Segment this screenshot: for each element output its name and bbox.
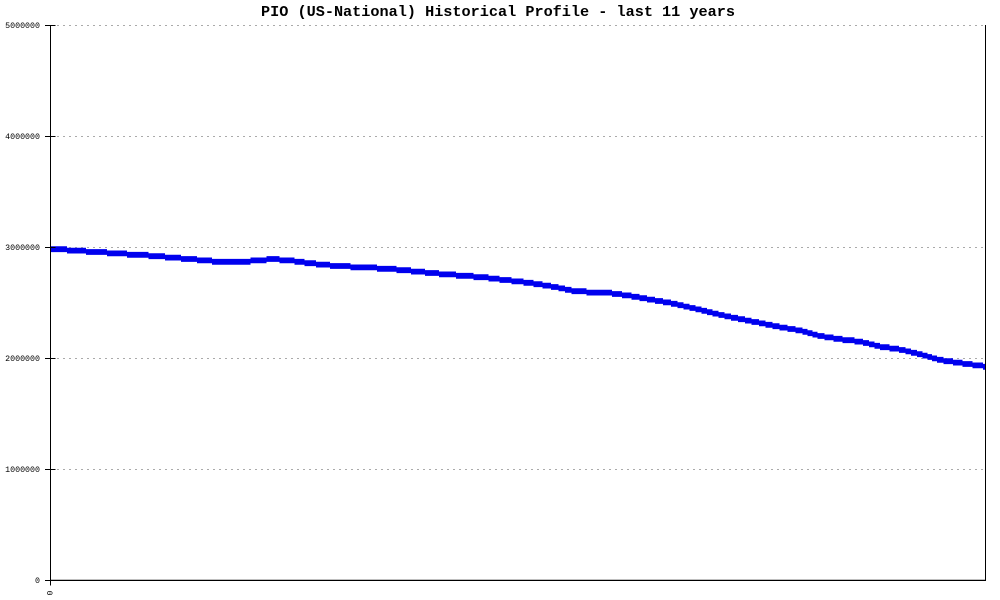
svg-text:1000000: 1000000 xyxy=(5,466,40,475)
svg-text:0: 0 xyxy=(35,577,40,586)
svg-text:4000000: 4000000 xyxy=(5,133,40,142)
svg-text:0: 0 xyxy=(44,591,53,596)
svg-text:2000000: 2000000 xyxy=(5,355,40,364)
svg-text:3000000: 3000000 xyxy=(5,244,40,253)
svg-text:PIO (US-National) Historical P: PIO (US-National) Historical Profile - l… xyxy=(261,3,735,21)
svg-text:5000000: 5000000 xyxy=(5,22,40,31)
